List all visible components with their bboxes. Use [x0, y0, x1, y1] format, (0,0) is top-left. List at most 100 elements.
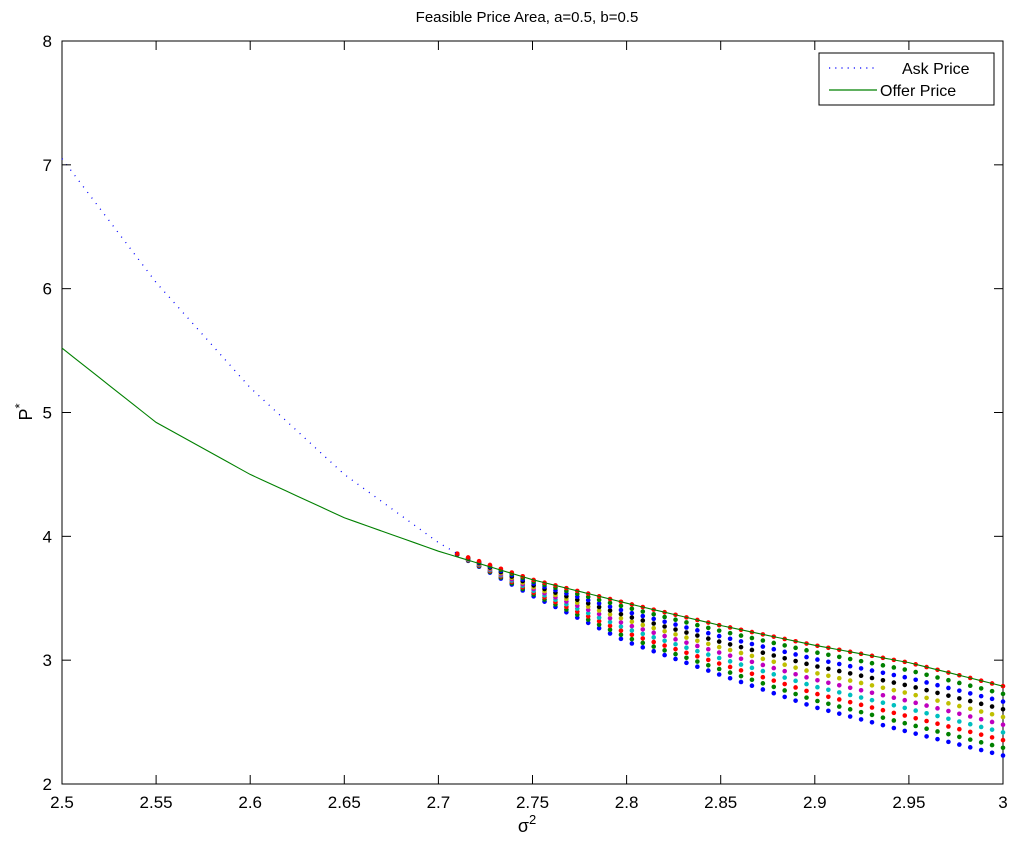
feasible-point	[629, 628, 635, 633]
feasible-point	[760, 650, 766, 656]
feasible-point	[629, 641, 635, 646]
feasible-point	[782, 694, 787, 700]
feasible-point	[695, 664, 700, 670]
feasible-point	[858, 709, 864, 715]
feasible-point	[771, 653, 777, 658]
feasible-point	[913, 692, 918, 698]
feasible-point	[585, 617, 591, 622]
feasible-point	[978, 716, 984, 722]
feasible-point	[891, 672, 897, 678]
feasible-point	[804, 675, 809, 680]
feasible-point	[924, 672, 929, 678]
feasible-point	[727, 670, 733, 675]
feasible-point	[978, 740, 984, 745]
feasible-point	[684, 620, 689, 625]
feasible-point	[629, 606, 635, 612]
feasible-point	[978, 709, 984, 714]
feasible-point	[826, 701, 831, 707]
feasible-point	[760, 656, 766, 662]
feasible-point	[662, 652, 667, 658]
feasible-point	[662, 648, 667, 653]
feasible-point	[760, 681, 766, 686]
feasible-point	[684, 660, 689, 666]
feasible-point	[651, 644, 656, 649]
feasible-point	[869, 712, 875, 718]
feasible-point	[782, 688, 787, 693]
feasible-point	[760, 687, 766, 692]
feasible-point	[771, 672, 777, 677]
feasible-point	[727, 630, 733, 636]
feasible-point	[913, 715, 918, 721]
feasible-point	[815, 698, 820, 704]
feasible-point	[858, 680, 864, 686]
feasible-point	[596, 608, 602, 613]
feasible-point	[924, 703, 929, 708]
feasible-point	[705, 662, 711, 668]
feasible-point	[978, 732, 984, 737]
feasible-point	[858, 666, 864, 671]
feasible-point	[967, 745, 973, 750]
feasible-point	[826, 687, 831, 693]
feasible-point	[727, 636, 733, 642]
feasible-point	[989, 727, 995, 732]
feasible-point	[957, 711, 962, 717]
feasible-point	[749, 677, 755, 683]
feasible-point	[662, 624, 667, 629]
feasible-point	[684, 635, 689, 640]
feasible-point	[836, 697, 842, 702]
feasible-point	[640, 636, 646, 641]
feasible-point	[869, 719, 875, 725]
feasible-point	[673, 627, 678, 632]
feasible-point	[738, 656, 744, 662]
feasible-point	[771, 678, 777, 683]
feasible-point	[771, 665, 777, 671]
feasible-point	[782, 649, 787, 655]
feasible-point	[585, 604, 591, 609]
feasible-point	[847, 678, 853, 683]
feasible-point	[465, 555, 471, 560]
feasible-point	[957, 688, 962, 693]
feasible-point	[673, 641, 678, 647]
feasible-point	[705, 630, 711, 636]
feasible-point	[957, 719, 962, 724]
feasible-point	[749, 641, 755, 647]
feasible-point	[869, 675, 875, 681]
feasible-point	[847, 685, 853, 691]
y-axis: 2 3 4 5 6 7 8	[43, 32, 1003, 794]
plot-area	[61, 40, 1004, 785]
legend-offer-price-label: Offer Price	[880, 83, 956, 100]
feasible-point	[749, 653, 755, 659]
feasible-point	[749, 671, 755, 677]
feasible-point	[869, 697, 875, 703]
feasible-point	[705, 646, 711, 652]
feasible-point	[967, 714, 973, 719]
feasible-point	[640, 618, 646, 623]
feasible-point	[640, 622, 646, 628]
feasible-point	[946, 693, 951, 698]
feasible-point	[815, 684, 820, 690]
feasible-point	[596, 597, 602, 603]
feasible-point	[913, 723, 918, 729]
x-tick-label: 2.9	[803, 793, 827, 812]
feasible-point	[1000, 691, 1006, 697]
feasible-point	[618, 611, 624, 617]
feasible-point	[727, 659, 733, 664]
feasible-point	[815, 691, 820, 697]
feasible-point	[760, 668, 766, 674]
feasible-point	[946, 701, 951, 706]
feasible-point	[640, 609, 646, 614]
feasible-point	[738, 668, 744, 673]
feasible-point	[924, 687, 929, 693]
feasible-point	[946, 739, 951, 745]
feasible-point	[924, 711, 929, 716]
feasible-point	[847, 663, 853, 669]
feasible-point	[869, 705, 875, 710]
feasible-point	[760, 662, 766, 668]
feasible-point	[585, 601, 591, 606]
feasible-point	[618, 632, 624, 638]
feasible-point	[760, 638, 766, 643]
feasible-point	[880, 692, 886, 698]
feasible-point	[804, 681, 809, 687]
feasible-point	[957, 703, 962, 709]
feasible-point	[651, 648, 656, 654]
